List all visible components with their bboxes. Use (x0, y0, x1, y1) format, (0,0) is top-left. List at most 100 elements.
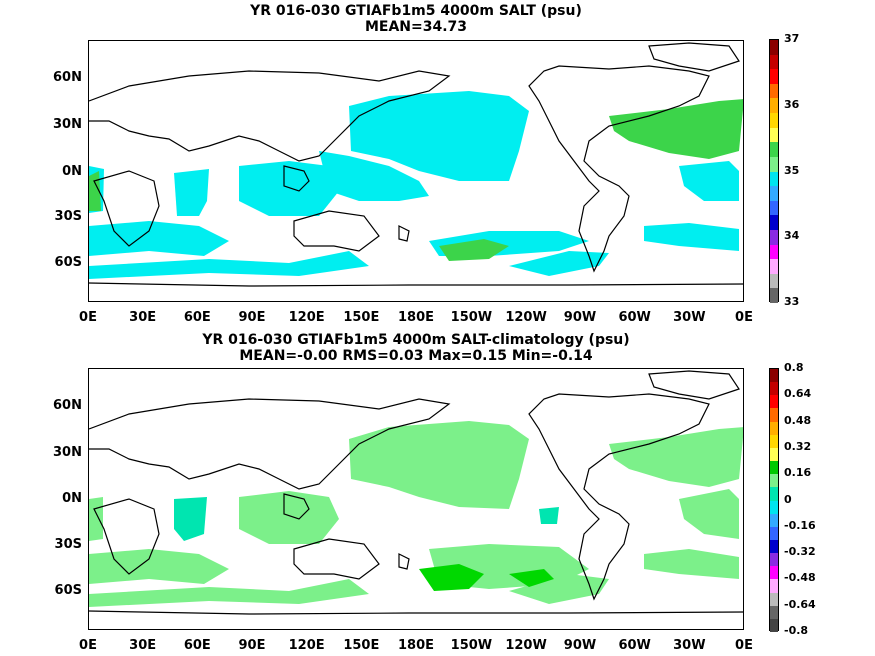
panel1-colorbar-segment (770, 288, 778, 304)
panel1-colorbar-segment (770, 40, 778, 56)
panel1-lat-label-30s: 30S (54, 209, 82, 224)
panel1-colorbar-segment (770, 113, 778, 129)
panel2-colorbar-label: -0.48 (784, 571, 816, 585)
panel2-colorbar-segment (770, 513, 778, 528)
panel1-lon-label: 120W (505, 310, 547, 325)
panel2-lat-label-60s: 60S (54, 583, 82, 598)
panel1-lat-label-0n: 0N (62, 164, 82, 179)
panel2-colorbar-label: 0 (784, 492, 792, 506)
panel1-colorbar-segment (770, 273, 778, 289)
panel1-colorbar-label: 36 (784, 97, 800, 111)
panel1-colorbar-segment (770, 156, 778, 172)
panel2-colorbar-label: 0.16 (784, 466, 812, 480)
panel2-colorbar-segment (770, 539, 778, 554)
panel1-colorbar-label: 37 (784, 32, 800, 45)
panel2-colorbar-label: -0.16 (784, 518, 816, 532)
panel1-lat-label-60n: 60N (53, 70, 82, 85)
panel1-colorbar-label: 35 (784, 163, 800, 177)
panel1-colorbar-segment (770, 127, 778, 143)
panel1-lat-label-30n: 30N (53, 117, 82, 132)
panel2-colorbar-segment (770, 369, 778, 383)
panel1-lon-label: 150W (450, 310, 493, 325)
panel2-lon-label: 120E (288, 638, 325, 653)
panel1-colorbar-segment (770, 229, 778, 246)
panel2-colorbar-segment (770, 487, 778, 501)
panel1-lon-label: 120E (288, 310, 325, 325)
panel2-map-svg (89, 370, 743, 615)
panel2-colorbar-label: -0.8 (784, 624, 809, 637)
panel1-colorbar-label: 34 (784, 229, 800, 243)
panel1-colorbar-segment (770, 142, 778, 158)
panel2-lon-label: 120W (505, 638, 547, 653)
panel2-lon-label: 0E (735, 638, 753, 653)
panel2-lat-label-60n: 60N (53, 398, 82, 413)
panel2-lon-label: 90W (563, 638, 597, 653)
panel2-colorbar-segment (770, 553, 778, 567)
panel2-colorbar-segment (770, 605, 778, 620)
panel2-lon-label: 60W (618, 638, 651, 653)
panel1-colorbar-label: 33 (784, 295, 800, 308)
anomaly-field-light (89, 421, 743, 607)
panel1-lon-label: 0E (79, 310, 97, 325)
panel1-lon-label: 30E (129, 310, 157, 325)
panel2-colorbar-label: -0.64 (784, 597, 816, 611)
panel2-colorbar (769, 368, 779, 633)
panel2-lon-label: 0E (79, 638, 97, 653)
panel2-lat-label-0n: 0N (62, 491, 82, 506)
panel2-colorbar-label: 0.8 (784, 361, 804, 374)
panel2-lon-label: 150W (450, 638, 493, 653)
panel1-lon-label: 90W (563, 310, 597, 325)
panel1-colorbar-segment (770, 98, 778, 114)
panel1-colorbar (769, 39, 779, 304)
panel2-lon-label: 30W (673, 638, 706, 653)
panel2-lon-label: 150E (343, 638, 380, 653)
panel1-lon-label: 180E (397, 310, 435, 325)
anomaly-field-cyan (174, 497, 559, 541)
panel2-colorbar-segment (770, 618, 778, 633)
panel2-colorbar-segment (770, 408, 778, 423)
panel1-colorbar-segment (770, 54, 778, 70)
panel1-colorbar-segment (770, 259, 778, 275)
panel1-colorbar-segment (770, 171, 778, 187)
panel2-title-line1: YR 016-030 GTIAFb1m5 4000m SALT-climatol… (202, 332, 630, 348)
panel1-lon-label: 0E (735, 310, 753, 325)
panel2-lat-label-30s: 30S (54, 537, 82, 552)
panel2-colorbar-segment (770, 382, 778, 396)
panel1-map-svg (89, 42, 743, 287)
salt-field-green (89, 99, 743, 261)
panel2-colorbar-label: 0.32 (784, 439, 812, 453)
panel1-lon-label: 90E (238, 310, 266, 325)
panel1-colorbar-segment (770, 83, 778, 99)
panel1-colorbar-segment (770, 186, 778, 202)
panel2-colorbar-segment (770, 500, 778, 515)
panel2-colorbar-segment (770, 474, 778, 488)
panel1-lon-label: 150E (343, 310, 380, 325)
panel1-title-line2: MEAN=34.73 (364, 19, 468, 35)
land-outline-2 (89, 370, 743, 615)
panel2-colorbar-label: -0.32 (784, 545, 816, 559)
panel2-title-line2: MEAN=-0.00 RMS=0.03 Max=0.15 Min=-0.14 (239, 348, 593, 364)
panel1-colorbar-segment (770, 244, 778, 260)
panel2-colorbar-segment (770, 592, 778, 607)
anomaly-field-green (419, 564, 554, 591)
panel1-title-line1: YR 016-030 GTIAFb1m5 4000m SALT (psu) (250, 3, 582, 19)
panel2-lon-label: 90E (238, 638, 266, 653)
panel2-colorbar-label: 0.48 (784, 413, 812, 427)
panel1-colorbar-segment (770, 215, 778, 231)
panel1-lon-label: 30W (673, 310, 706, 325)
panel2-colorbar-label: 0.64 (784, 387, 812, 401)
panel2-colorbar-segment (770, 566, 778, 580)
panel1-colorbar-segment (770, 200, 778, 216)
panel1-lon-label: 60W (618, 310, 651, 325)
panel1-lon-label: 60E (183, 310, 211, 325)
panel1-colorbar-segment (770, 69, 778, 85)
panel2-colorbar-segment (770, 395, 778, 409)
panel1-map (88, 40, 744, 302)
panel2-lon-label: 30E (129, 638, 157, 653)
panel2-map (88, 368, 744, 630)
panel1-lat-label-60s: 60S (54, 255, 82, 270)
panel2-colorbar-segment (770, 579, 778, 594)
panel2-colorbar-segment (770, 434, 778, 449)
panel2-colorbar-segment (770, 526, 778, 541)
panel2-lon-label: 60E (183, 638, 211, 653)
